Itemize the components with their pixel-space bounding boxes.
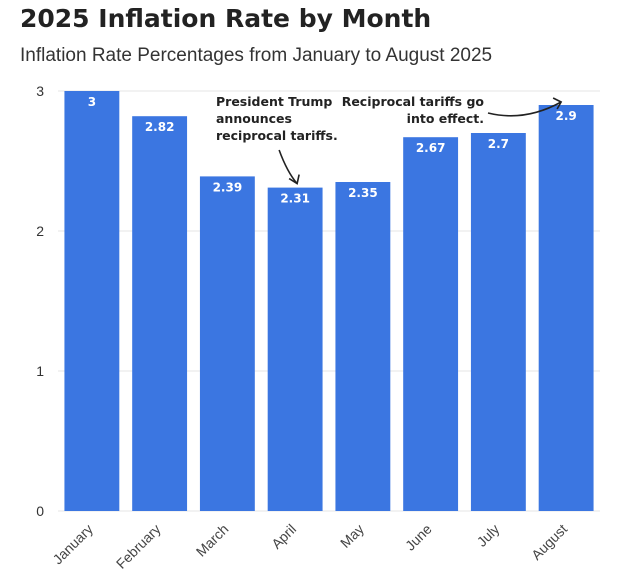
x-tick-label: March [193, 521, 232, 560]
annotation-april: President Trump announces reciprocal tarif… [216, 94, 338, 143]
annotation-line: Reciprocal tariffs go [342, 94, 485, 109]
bar-august[interactable] [538, 105, 594, 511]
data-label: 2.67 [416, 141, 446, 155]
x-tick-label: May [337, 521, 367, 551]
x-tick-label: February [113, 521, 164, 572]
x-tick-label: June [402, 521, 435, 554]
x-tick-label: August [528, 521, 570, 563]
data-label: 2.9 [555, 109, 576, 123]
annotation-arrow [278, 149, 298, 185]
annotation-line: announces [216, 111, 292, 126]
annotations: President Trump announces reciprocal tarif… [216, 94, 563, 185]
data-label: 3 [88, 95, 96, 109]
arrowhead [552, 97, 563, 110]
data-label: 2.39 [213, 180, 243, 194]
y-tick-label: 2 [36, 223, 44, 239]
annotation-arrow [487, 101, 562, 117]
y-tick-label: 3 [36, 83, 44, 99]
chart-subtitle: Inflation Rate Percentages from January … [20, 45, 493, 66]
chart-title: 2025 Inflation Rate by Month [20, 4, 432, 33]
annotation-line: reciprocal tariffs. [216, 128, 338, 143]
data-label: 2.82 [145, 120, 175, 134]
bar-june[interactable] [403, 137, 459, 511]
y-tick-label: 0 [36, 503, 44, 519]
data-label: 2.7 [488, 137, 509, 151]
data-label: 2.35 [348, 186, 378, 200]
arrowhead [288, 174, 300, 185]
bar-january[interactable] [64, 91, 120, 511]
bars [64, 91, 594, 511]
data-labels: 3 2.82 2.39 2.31 2.35 2.67 2.7 2.9 [88, 95, 577, 206]
x-tick-label: January [49, 521, 96, 568]
annotation-line: into effect. [407, 111, 484, 126]
x-tick-label: April [268, 521, 299, 552]
bar-march[interactable] [199, 176, 255, 511]
y-tick-label: 1 [36, 363, 44, 379]
annotation-line: President Trump [216, 94, 332, 109]
x-tick-label: July [474, 521, 503, 550]
bar-july[interactable] [470, 133, 526, 511]
annotation-august: Reciprocal tariffs go into effect. [342, 94, 485, 126]
bar-april[interactable] [267, 187, 323, 511]
bar-may[interactable] [335, 182, 391, 511]
bar-february[interactable] [132, 116, 188, 511]
data-label: 2.31 [280, 192, 310, 206]
